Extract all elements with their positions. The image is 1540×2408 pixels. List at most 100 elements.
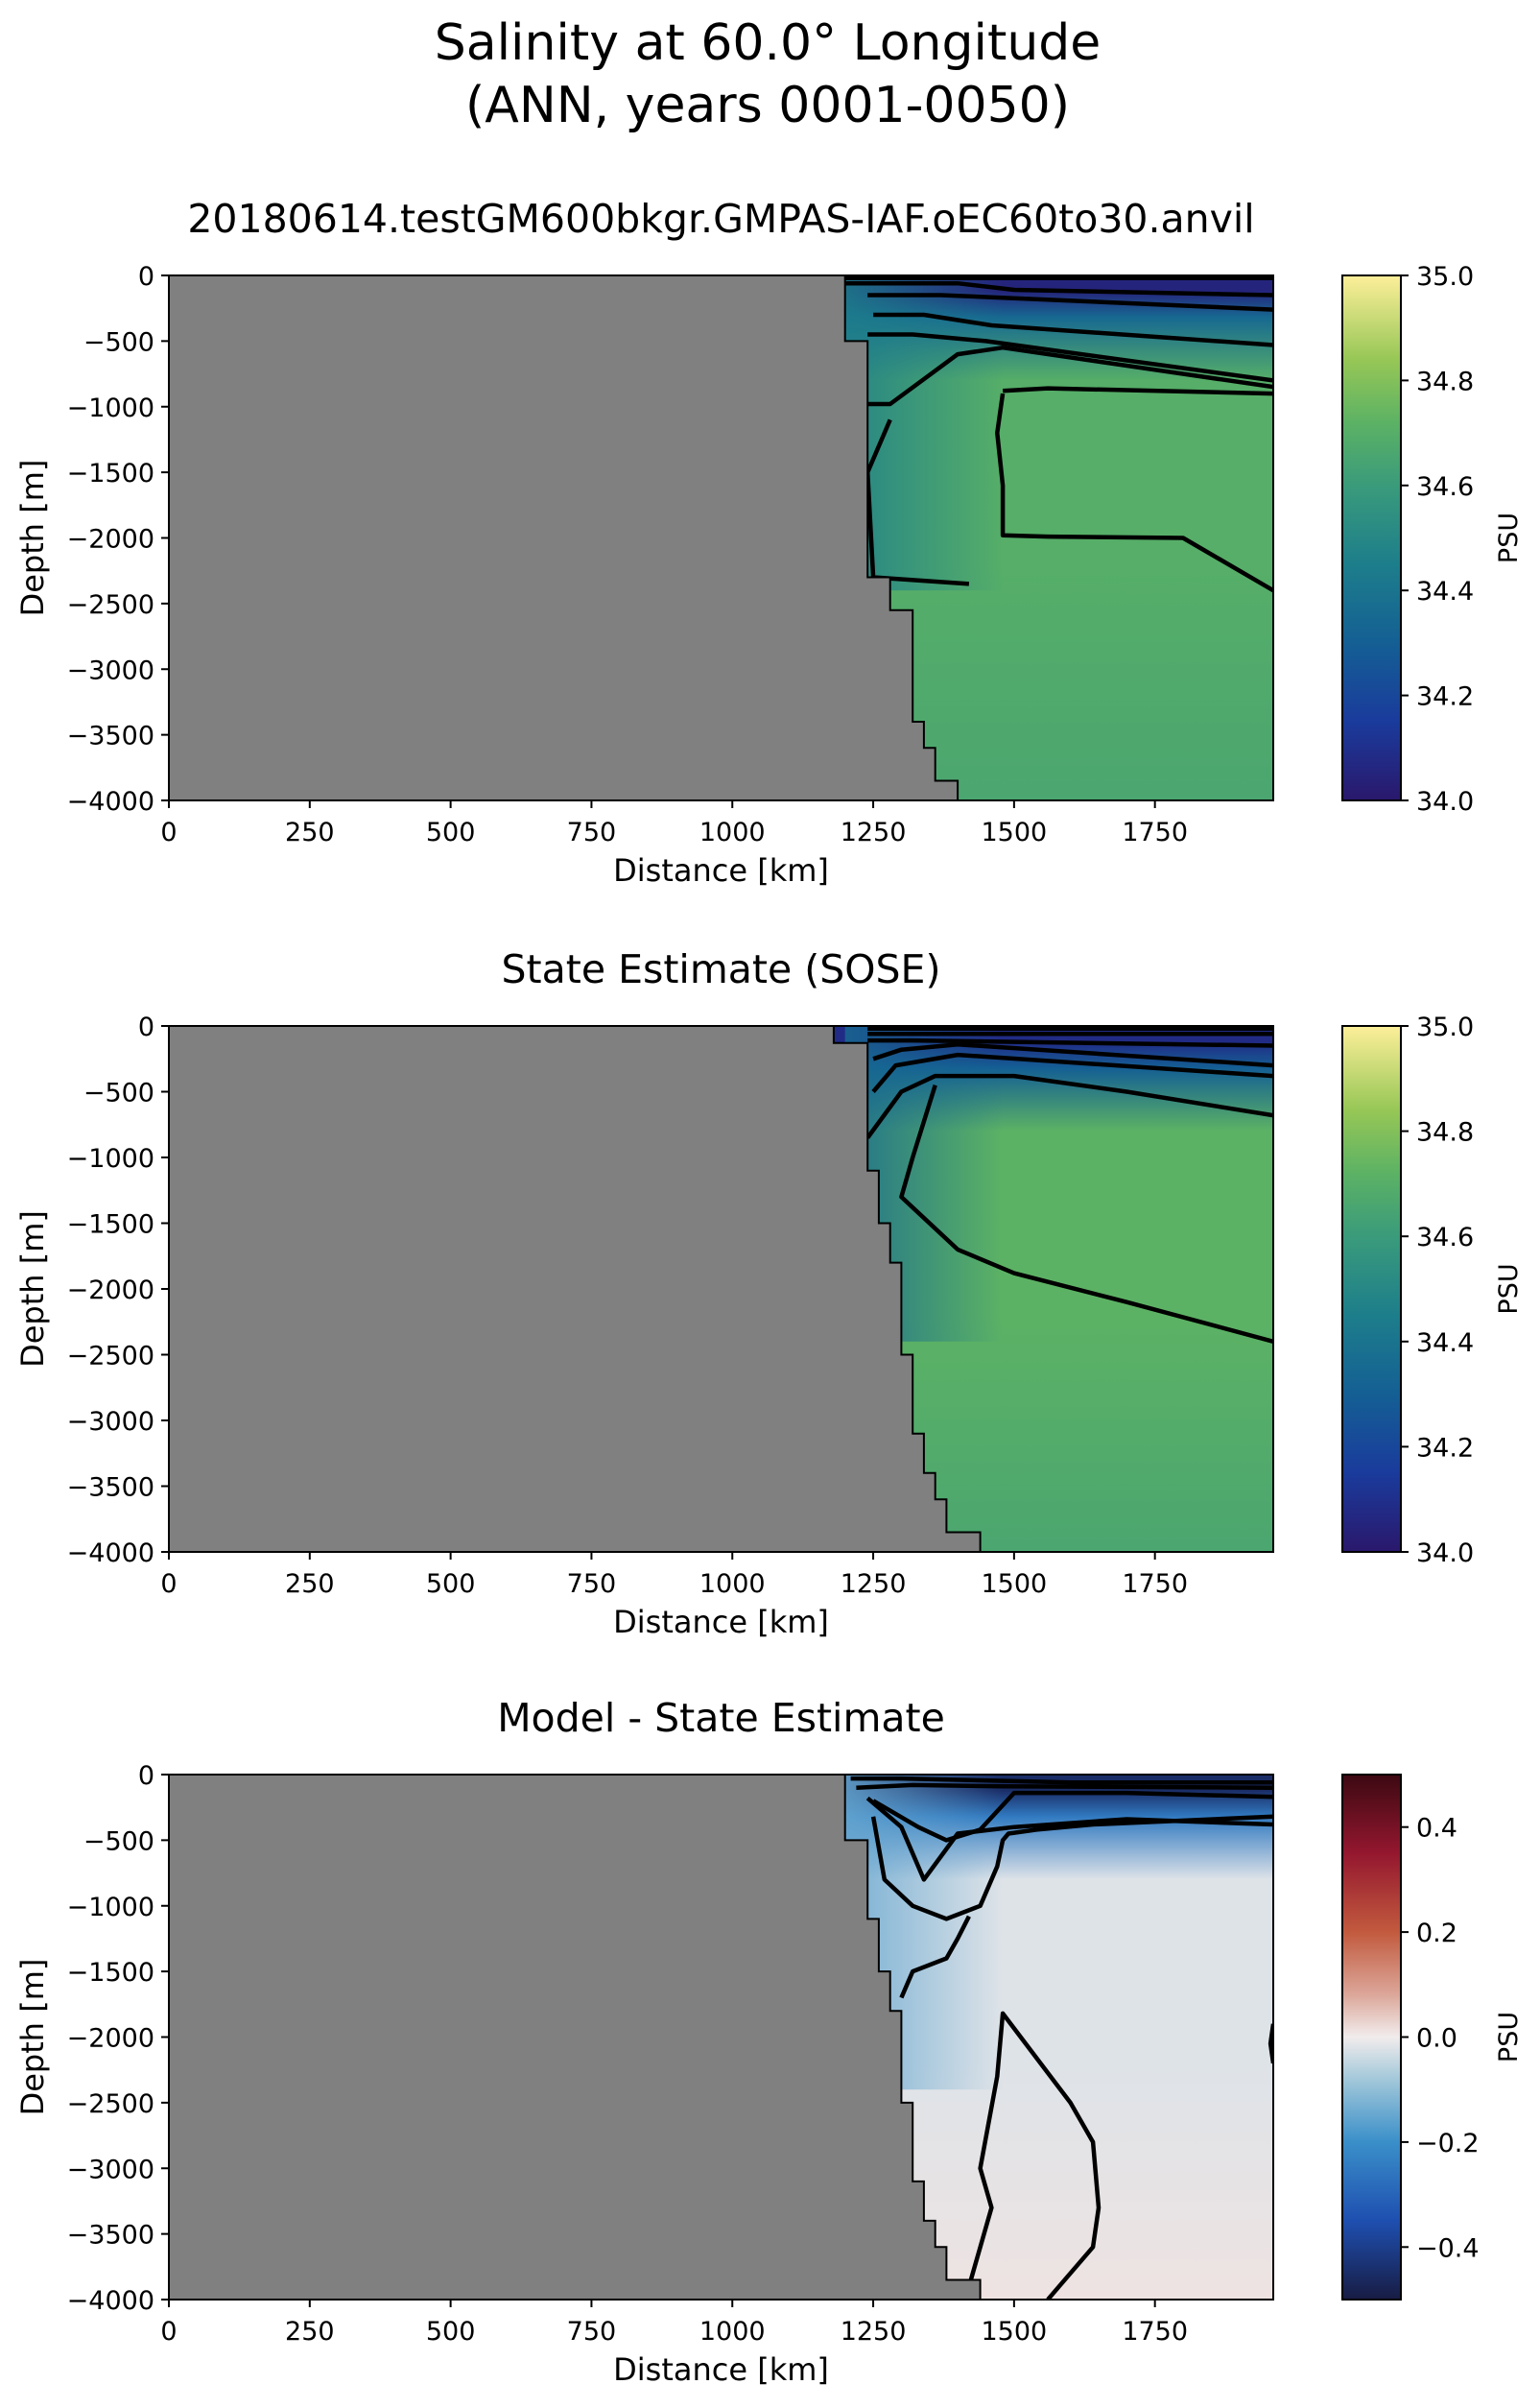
- colorbar-label: PSU: [1494, 1263, 1524, 1314]
- y-tick-label: 0: [138, 1761, 154, 1791]
- x-tick-label: 1000: [699, 2317, 766, 2347]
- contour-line: [899, 1085, 1273, 1344]
- colorbar-tick-label: 34.2: [1416, 682, 1474, 712]
- y-tick-label: −500: [83, 1079, 154, 1109]
- panel-title: State Estimate (SOSE): [502, 946, 941, 992]
- y-tick-label: −3000: [67, 1407, 154, 1437]
- x-tick-label: 1250: [841, 818, 907, 847]
- colorbar-label: PSU: [1494, 2012, 1524, 2062]
- x-tick-label: 500: [426, 1569, 476, 1599]
- x-tick-label: 500: [426, 2317, 476, 2347]
- y-tick-label: 0: [138, 262, 154, 292]
- colorbar-tick-label: 0.0: [1416, 2024, 1457, 2054]
- plot-area: [169, 1775, 1273, 2300]
- contour-line: [871, 1052, 1273, 1093]
- x-tick-label: 0: [160, 818, 177, 847]
- land-mask: [169, 1775, 982, 2300]
- y-tick-label: −2000: [67, 1276, 154, 1305]
- x-tick-label: 1750: [1122, 2317, 1188, 2347]
- y-tick-label: −3000: [67, 2155, 154, 2184]
- colorbar-tick-label: −0.2: [1416, 2129, 1480, 2158]
- panel-title: 20180614.testGM600bkgr.GMPAS-IAF.oEC60to…: [187, 196, 1254, 242]
- colorbar-tick-label: 34.8: [1416, 1118, 1474, 1148]
- colorbar: [1341, 1025, 1402, 1553]
- y-axis-label: Depth [m]: [14, 460, 51, 617]
- contour-line: [867, 293, 1273, 312]
- contour-line: [856, 1782, 1273, 1790]
- y-tick-label: −1500: [67, 1210, 154, 1240]
- contour-line: [870, 1814, 1273, 1921]
- y-tick-label: −2500: [67, 1342, 154, 1371]
- x-tick-label: 1500: [982, 1569, 1048, 1599]
- x-tick-label: 250: [285, 818, 335, 847]
- contour-line: [867, 1037, 1273, 1048]
- contour-line: [850, 1776, 1273, 1785]
- plot-area: [169, 1026, 1273, 1552]
- contour-line: [1002, 386, 1273, 396]
- y-tick-label: −1000: [67, 1893, 154, 1922]
- x-axis-label: Distance [km]: [613, 852, 829, 889]
- contour-line: [966, 2011, 1102, 2300]
- y-axis-label: Depth [m]: [14, 1959, 51, 2116]
- y-tick-label: 0: [138, 1013, 154, 1042]
- y-tick-label: −3000: [67, 656, 154, 685]
- y-tick-label: −500: [83, 327, 154, 357]
- contour-line: [865, 1073, 1273, 1139]
- x-tick-label: 1250: [841, 2317, 907, 2347]
- colorbar: [1341, 274, 1402, 801]
- colorbar-tick-label: 35.0: [1416, 262, 1474, 292]
- plot-area: [169, 275, 1273, 800]
- x-tick-label: 750: [567, 2317, 617, 2347]
- colorbar-tick-label: 34.6: [1416, 472, 1474, 502]
- x-tick-label: 1750: [1122, 1569, 1188, 1599]
- contour-line: [899, 1915, 971, 1999]
- y-tick-label: −2500: [67, 590, 154, 620]
- y-tick-label: −2500: [67, 2089, 154, 2119]
- x-tick-label: 500: [426, 818, 476, 847]
- colorbar: [1341, 1774, 1402, 2301]
- x-tick-label: 1000: [699, 818, 766, 847]
- chart-panel-1: 20180614.testGM600bkgr.GMPAS-IAF.oEC60to…: [14, 196, 1524, 889]
- x-tick-label: 250: [285, 2317, 335, 2347]
- colorbar-tick-label: 34.0: [1416, 787, 1474, 817]
- x-axis-label: Distance [km]: [613, 2351, 829, 2388]
- chart-panel-3: Model - State Estimate 0 250 500 750 1000 1250…: [14, 1695, 1524, 2388]
- colorbar-tick-label: 34.8: [1416, 367, 1474, 396]
- figure-title-line1: Salinity at 60.0° Longitude: [435, 14, 1102, 72]
- y-tick-label: −2000: [67, 2024, 154, 2054]
- y-tick-label: −2000: [67, 525, 154, 555]
- x-tick-label: 750: [567, 818, 617, 847]
- x-axis-label: Distance [km]: [613, 1604, 829, 1640]
- colorbar-label: PSU: [1494, 513, 1524, 563]
- y-tick-label: −500: [83, 1826, 154, 1856]
- contour-line: [867, 332, 1273, 383]
- y-axis-label: Depth [m]: [14, 1210, 51, 1368]
- y-tick-label: −3500: [67, 2221, 154, 2251]
- x-tick-label: 1250: [841, 1569, 907, 1599]
- y-tick-label: −1000: [67, 1144, 154, 1174]
- land-mask: [169, 1026, 982, 1552]
- y-tick-label: −3500: [67, 1473, 154, 1503]
- colorbar-tick-label: 34.4: [1416, 1328, 1474, 1358]
- contour-line: [867, 345, 1273, 407]
- contour-line: [873, 312, 1273, 347]
- x-tick-label: 1500: [982, 818, 1048, 847]
- y-tick-label: −1000: [67, 393, 154, 423]
- colorbar-tick-label: −0.4: [1416, 2233, 1480, 2263]
- contour-line: [865, 418, 970, 586]
- y-tick-label: −4000: [67, 787, 154, 817]
- x-tick-label: 250: [285, 1569, 335, 1599]
- contour-line: [995, 393, 1273, 593]
- panels: 20180614.testGM600bkgr.GMPAS-IAF.oEC60to…: [14, 196, 1524, 2388]
- y-tick-label: −3500: [67, 722, 154, 751]
- colorbar-tick-label: 34.2: [1416, 1433, 1474, 1463]
- colorbar-tick-label: 0.2: [1416, 1919, 1457, 1948]
- colorbar-tick-label: 35.0: [1416, 1013, 1474, 1042]
- contour-line: [865, 1796, 1273, 1882]
- y-tick-label: −4000: [67, 2286, 154, 2316]
- x-tick-label: 1750: [1122, 818, 1188, 847]
- x-tick-label: 1500: [982, 2317, 1048, 2347]
- colorbar-tick-label: 0.4: [1416, 1814, 1457, 1844]
- land-mask: [169, 275, 960, 800]
- colorbar-tick-label: 34.6: [1416, 1223, 1474, 1252]
